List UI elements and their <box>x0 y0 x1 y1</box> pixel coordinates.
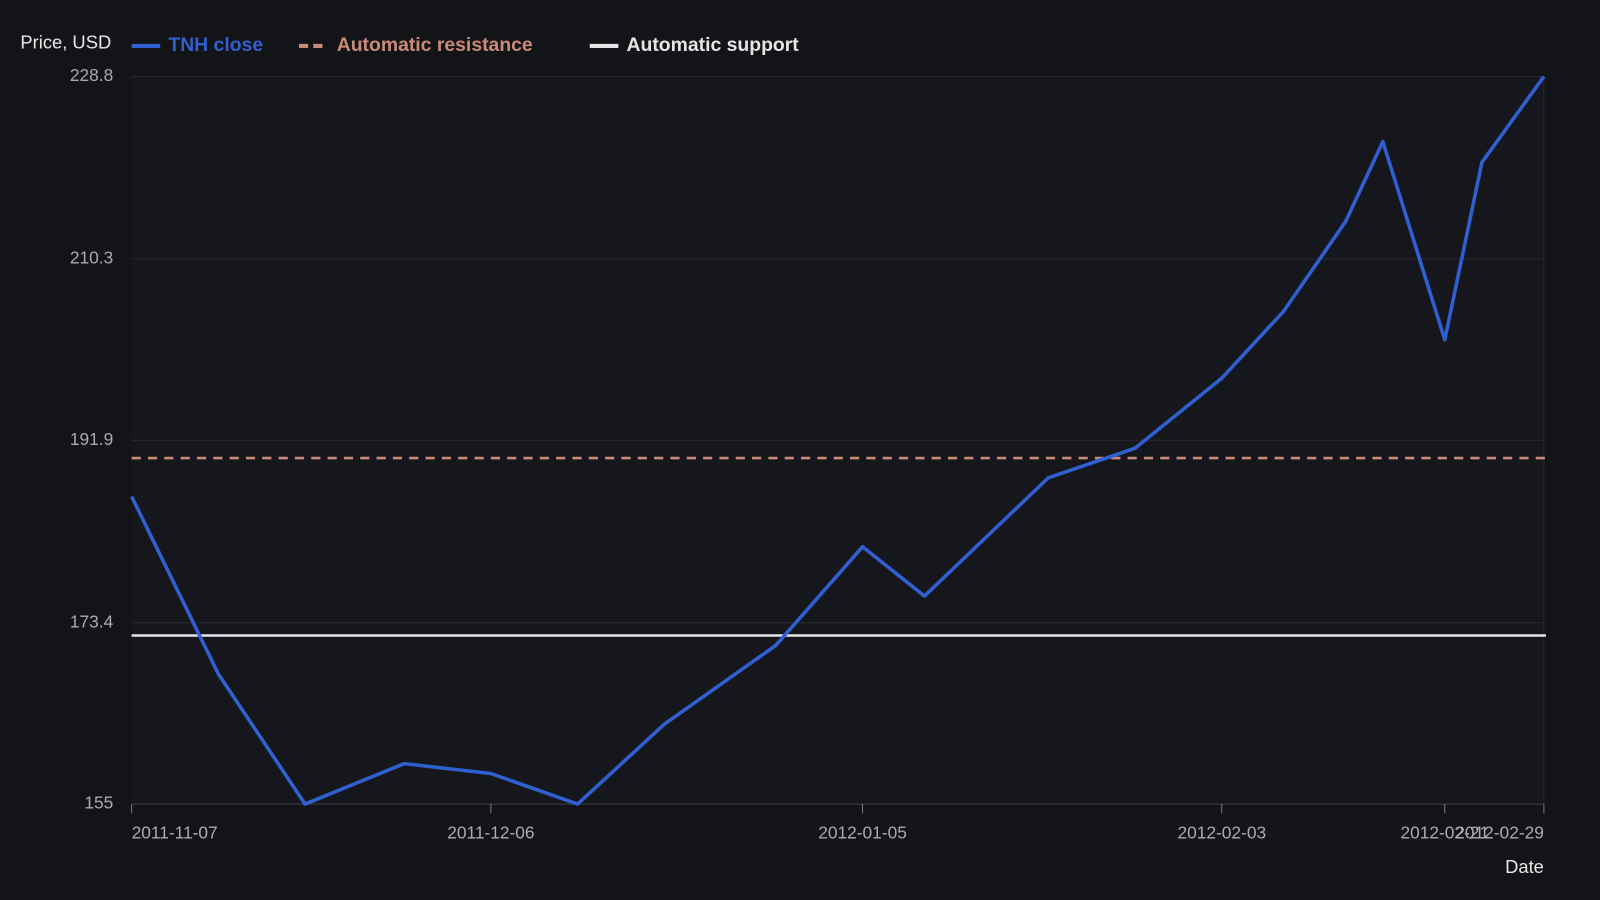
x-tick-label: 2011-12-06 <box>447 822 534 842</box>
x-tick-label: 2012-02-21 <box>1400 822 1489 842</box>
x-tick-label: 2012-02-03 <box>1177 822 1266 842</box>
y-tick-label: 210.3 <box>70 247 113 267</box>
y-tick-label: 173.4 <box>70 611 114 631</box>
y-tick-label: 155 <box>84 793 113 813</box>
y-tick-label: 191.9 <box>70 429 113 449</box>
y-axis-title: Price, USD <box>20 32 111 53</box>
x-tick-label: 2011-11-07 <box>132 822 218 842</box>
x-tick-label: 2012-01-05 <box>818 822 907 842</box>
legend-label: TNH close <box>168 34 263 56</box>
x-axis-title: Date <box>1505 856 1544 877</box>
price-line <box>130 75 1546 806</box>
y-tick-label: 228.8 <box>70 65 113 85</box>
legend-label: Automatic resistance <box>337 34 533 56</box>
x-tick-label: 2012-02-29 <box>1455 822 1544 842</box>
legend-label: Automatic support <box>627 34 800 56</box>
